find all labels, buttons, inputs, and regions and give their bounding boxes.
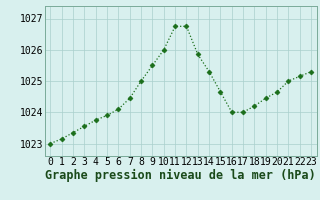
X-axis label: Graphe pression niveau de la mer (hPa): Graphe pression niveau de la mer (hPa) [45, 169, 316, 182]
